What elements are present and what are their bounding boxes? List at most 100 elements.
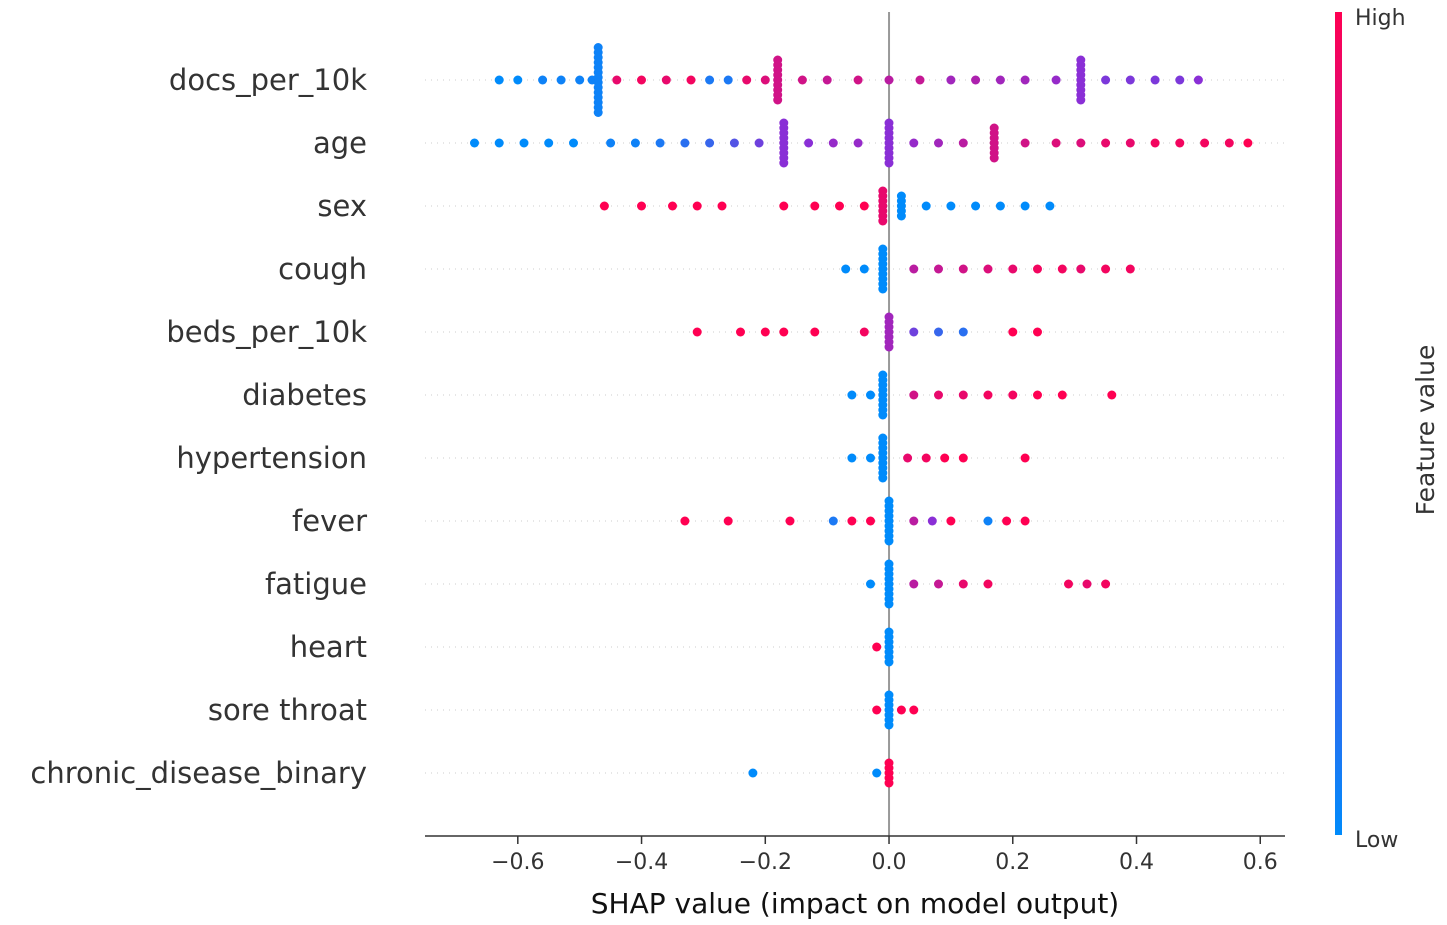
shap-point [519,138,529,148]
shap-point [909,516,919,526]
shap-point [729,138,739,148]
feature-label: fever [292,504,367,538]
x-tick-label: 0.4 [1119,850,1154,875]
shap-point [705,75,715,85]
shap-point [853,138,863,148]
shap-points [470,43,1253,788]
shap-point [1020,201,1030,211]
feature-label: hypertension [176,441,367,475]
shap-point [909,264,919,274]
shap-point [1243,138,1253,148]
shap-point [1175,138,1185,148]
shap-point [909,327,919,337]
shap-point [1002,516,1012,526]
shap-point [847,390,857,400]
shap-point [884,536,894,546]
shap-point [1033,390,1042,400]
shap-point [934,264,943,274]
shap-point [1200,138,1210,148]
shap-point [1224,138,1234,148]
shap-point [884,720,894,730]
colorbar: High Low Feature value [1335,6,1440,853]
shap-point [1101,264,1111,274]
shap-point [983,579,993,589]
shap-point [866,516,875,526]
feature-label: sore throat [208,693,367,727]
shap-point [847,516,857,526]
feature-label: age [313,126,367,160]
shap-point [859,264,869,274]
shap-point [637,201,646,211]
shap-point [921,201,931,211]
shap-point [828,138,838,148]
shap-point [655,138,665,148]
shap-point [958,390,968,400]
shap-point [971,75,981,85]
shap-point [494,75,504,85]
shap-point [983,516,993,526]
feature-label: chronic_disease_binary [30,756,367,790]
shap-point [878,284,888,294]
shap-point [896,705,906,715]
shap-point [1076,138,1086,148]
shap-point [958,138,968,148]
shap-point [1175,75,1185,85]
shap-point [1057,264,1067,274]
shap-point [810,201,820,211]
shap-point [1150,138,1160,148]
shap-point [915,75,925,85]
shap-point [680,516,690,526]
shap-point [1101,75,1111,85]
shap-point [717,201,727,211]
shap-point [995,75,1005,85]
shap-point [1020,75,1030,85]
shap-point [494,138,504,148]
shap-point [828,516,838,526]
shap-point [1076,264,1086,274]
feature-label: heart [290,630,367,664]
shap-point [878,216,888,226]
colorbar-gradient [1335,12,1342,835]
shap-point [736,327,745,337]
shap-point [896,211,906,221]
shap-point [593,108,603,117]
x-axis-title: SHAP value (impact on model output) [591,887,1119,920]
shap-point [1008,390,1018,400]
shap-point [903,453,913,463]
shap-point [841,264,851,274]
shap-point [872,642,882,652]
colorbar-title: Feature value [1411,345,1440,516]
shap-point [884,75,894,85]
shap-point [773,95,783,105]
shap-point [909,705,919,715]
shap-point [705,138,715,148]
shap-point [958,327,968,337]
shap-point [934,327,943,337]
feature-gridlines [425,79,1285,774]
shap-point [1051,138,1061,148]
shap-point [612,75,622,85]
x-tick-label: −0.4 [615,850,668,875]
shap-point [723,516,733,526]
shap-point [742,75,752,85]
shap-point [946,201,956,211]
shap-point [637,75,646,85]
colorbar-high-label: High [1355,6,1406,31]
shap-point [1008,327,1018,337]
shap-point [754,138,764,148]
shap-point [847,453,857,463]
shap-point [822,75,832,85]
shap-point [1125,75,1135,85]
shap-point [1101,138,1111,148]
x-tick-label: 0.6 [1243,850,1278,875]
shap-point [804,138,814,148]
shap-point [1020,138,1030,148]
shap-point [668,201,677,211]
shap-point [1125,138,1135,148]
shap-point [859,201,869,211]
shap-point [797,75,807,85]
colorbar-low-label: Low [1355,828,1398,853]
shap-point [958,579,968,589]
shap-point [1064,579,1073,589]
